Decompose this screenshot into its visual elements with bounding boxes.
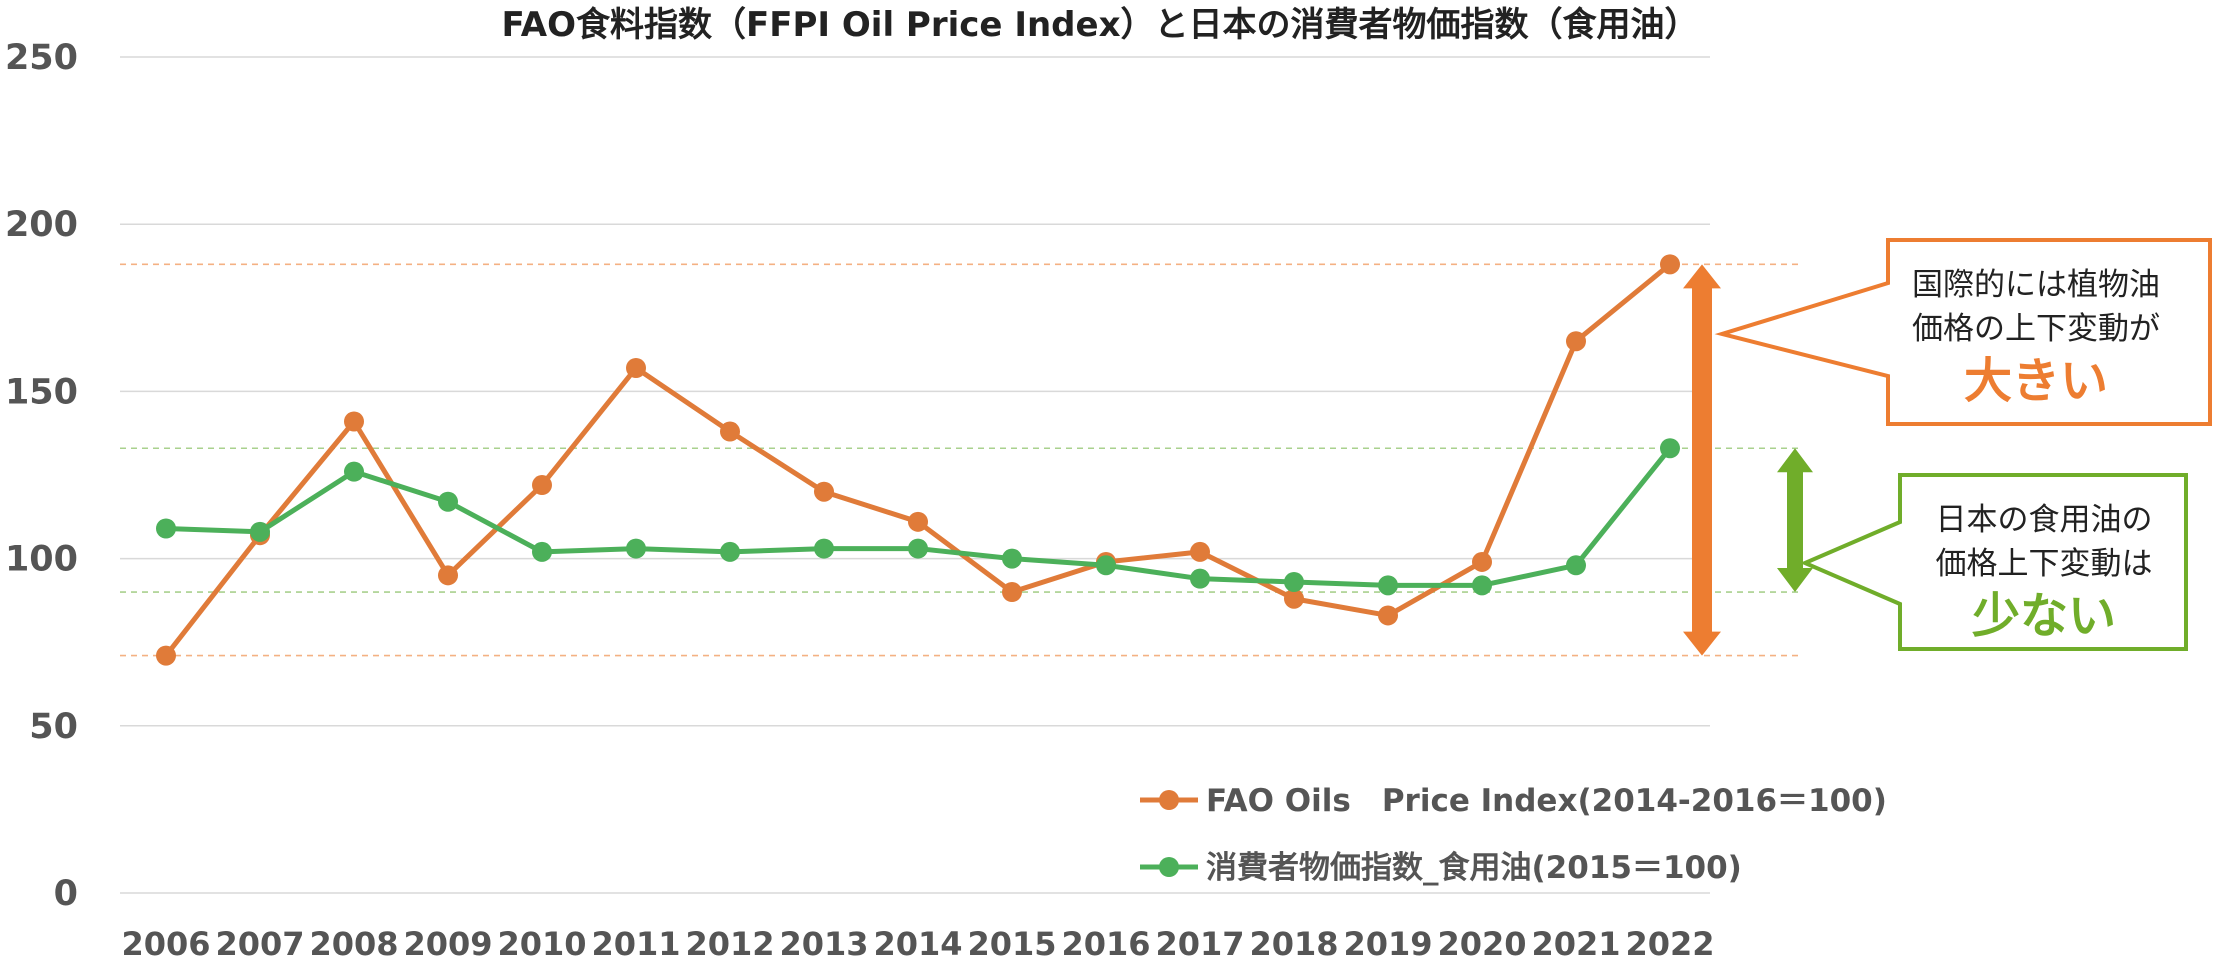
data-point-1 [1472, 551, 1492, 572]
callout-text: 国際的には植物油 [1912, 267, 2160, 303]
callout-box-1 [1714, 238, 2212, 426]
y-tick-label: 0 [54, 874, 78, 914]
x-tick-label: 2007 [215, 925, 304, 963]
data-point-1 [1378, 605, 1398, 626]
callout-box-2 [1799, 473, 2188, 651]
x-tick-label: 2015 [967, 925, 1056, 963]
y-tick-label: 50 [29, 707, 78, 747]
chart-title: FAO食料指数（FFPI Oil Price Index）と日本の消費者物価指数… [501, 5, 1698, 45]
legend: FAO Oils Price Index(2014-2016＝100) 消費者物価… [1140, 783, 1887, 886]
y-axis-ticks: 0 50 100 150 200 250 [5, 38, 78, 914]
range-arrow-1 [1683, 264, 1721, 656]
range-arrows [1683, 264, 1813, 656]
x-tick-label: 2014 [873, 925, 962, 963]
data-point-1 [720, 421, 740, 442]
x-tick-label: 2008 [309, 925, 398, 963]
y-tick-label: 200 [5, 205, 78, 245]
series-layer [156, 254, 1680, 666]
data-point-2 [250, 521, 270, 542]
legend-swatch-marker [1159, 790, 1179, 810]
data-point-2 [1660, 438, 1680, 459]
legend-label: 消費者物価指数_食用油(2015＝100) [1206, 850, 1742, 886]
x-tick-label: 2011 [591, 925, 680, 963]
gridlines [120, 56, 1710, 894]
y-tick-label: 100 [5, 540, 78, 580]
data-point-2 [1378, 575, 1398, 596]
data-point-1 [532, 475, 552, 496]
x-tick-label: 2022 [1625, 925, 1714, 963]
y-tick-label: 150 [5, 372, 78, 412]
x-axis-ticks: 2006 2007 2008 2009 2010 2011 2012 2013 2014 2015… [121, 925, 1714, 963]
x-tick-label: 2019 [1343, 925, 1432, 963]
data-point-2 [1566, 555, 1586, 576]
data-point-2 [438, 491, 458, 512]
x-tick-label: 2018 [1249, 925, 1338, 963]
x-tick-label: 2021 [1531, 925, 1620, 963]
data-point-1 [1660, 254, 1680, 275]
legend-swatch-marker [1159, 857, 1179, 877]
legend-label: FAO Oils Price Index(2014-2016＝100) [1206, 783, 1887, 819]
data-point-2 [1002, 548, 1022, 569]
x-tick-label: 2020 [1437, 925, 1526, 963]
data-point-2 [626, 538, 646, 559]
callout-text: 価格の上下変動が [1912, 311, 2160, 347]
data-point-2 [814, 538, 834, 559]
data-point-2 [532, 541, 552, 562]
data-point-1 [908, 511, 928, 532]
x-tick-label: 2012 [685, 925, 774, 963]
data-point-1 [344, 411, 364, 432]
x-tick-label: 2006 [121, 925, 210, 963]
data-point-2 [1472, 575, 1492, 596]
data-point-2 [344, 461, 364, 482]
data-point-1 [438, 565, 458, 586]
x-tick-label: 2009 [403, 925, 492, 963]
data-point-2 [720, 541, 740, 562]
data-point-1 [1002, 582, 1022, 603]
range-arrow-2 [1777, 448, 1813, 593]
reference-lines [120, 263, 1800, 657]
data-point-2 [156, 518, 176, 539]
callout-emphasis: 大きい [1964, 353, 2108, 409]
data-point-2 [1284, 572, 1304, 593]
data-point-1 [1190, 541, 1210, 562]
callout-emphasis: 少ない [1972, 588, 2116, 644]
data-point-1 [1284, 588, 1304, 609]
x-tick-label: 2010 [497, 925, 586, 963]
x-tick-label: 2016 [1061, 925, 1150, 963]
data-point-2 [1190, 568, 1210, 589]
x-tick-label: 2013 [779, 925, 868, 963]
data-point-1 [626, 357, 646, 378]
data-point-1 [1566, 331, 1586, 352]
x-tick-label: 2017 [1155, 925, 1244, 963]
data-point-1 [814, 481, 834, 502]
callout-text: 日本の食用油の [1936, 502, 2153, 538]
callout-text: 価格上下変動は [1936, 546, 2153, 582]
y-tick-label: 250 [5, 38, 78, 78]
data-point-1 [156, 645, 176, 666]
data-point-2 [908, 538, 928, 559]
series-line-1 [164, 262, 1672, 658]
data-point-2 [1096, 555, 1116, 576]
